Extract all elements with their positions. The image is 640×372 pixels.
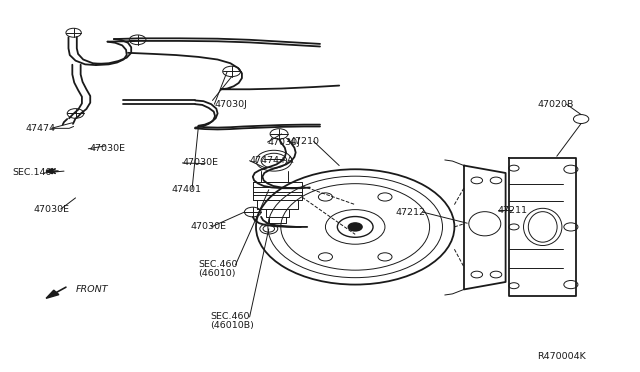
Text: 47474+A: 47474+A (250, 156, 294, 165)
Text: 47030J: 47030J (214, 100, 247, 109)
Text: 47030J: 47030J (268, 138, 300, 147)
Text: 47211: 47211 (498, 206, 528, 215)
Text: 47474: 47474 (26, 124, 56, 133)
Text: 47212: 47212 (396, 208, 426, 217)
Text: 47030E: 47030E (90, 144, 125, 153)
Text: (46010): (46010) (198, 269, 236, 278)
Text: (46010B): (46010B) (210, 321, 254, 330)
Text: 47210: 47210 (289, 137, 319, 146)
Polygon shape (46, 290, 59, 298)
Text: SEC.140: SEC.140 (13, 169, 52, 177)
Circle shape (348, 223, 362, 231)
Polygon shape (46, 169, 52, 174)
Text: SEC.460: SEC.460 (210, 312, 250, 321)
Text: FRONT: FRONT (76, 285, 108, 294)
Text: R470004K: R470004K (538, 352, 586, 361)
Text: 47401: 47401 (172, 185, 202, 194)
Text: 47030E: 47030E (182, 158, 218, 167)
Text: SEC.460: SEC.460 (198, 260, 238, 269)
Text: 47030E: 47030E (191, 222, 227, 231)
Text: 47030E: 47030E (33, 205, 69, 214)
Text: 47020B: 47020B (538, 100, 574, 109)
